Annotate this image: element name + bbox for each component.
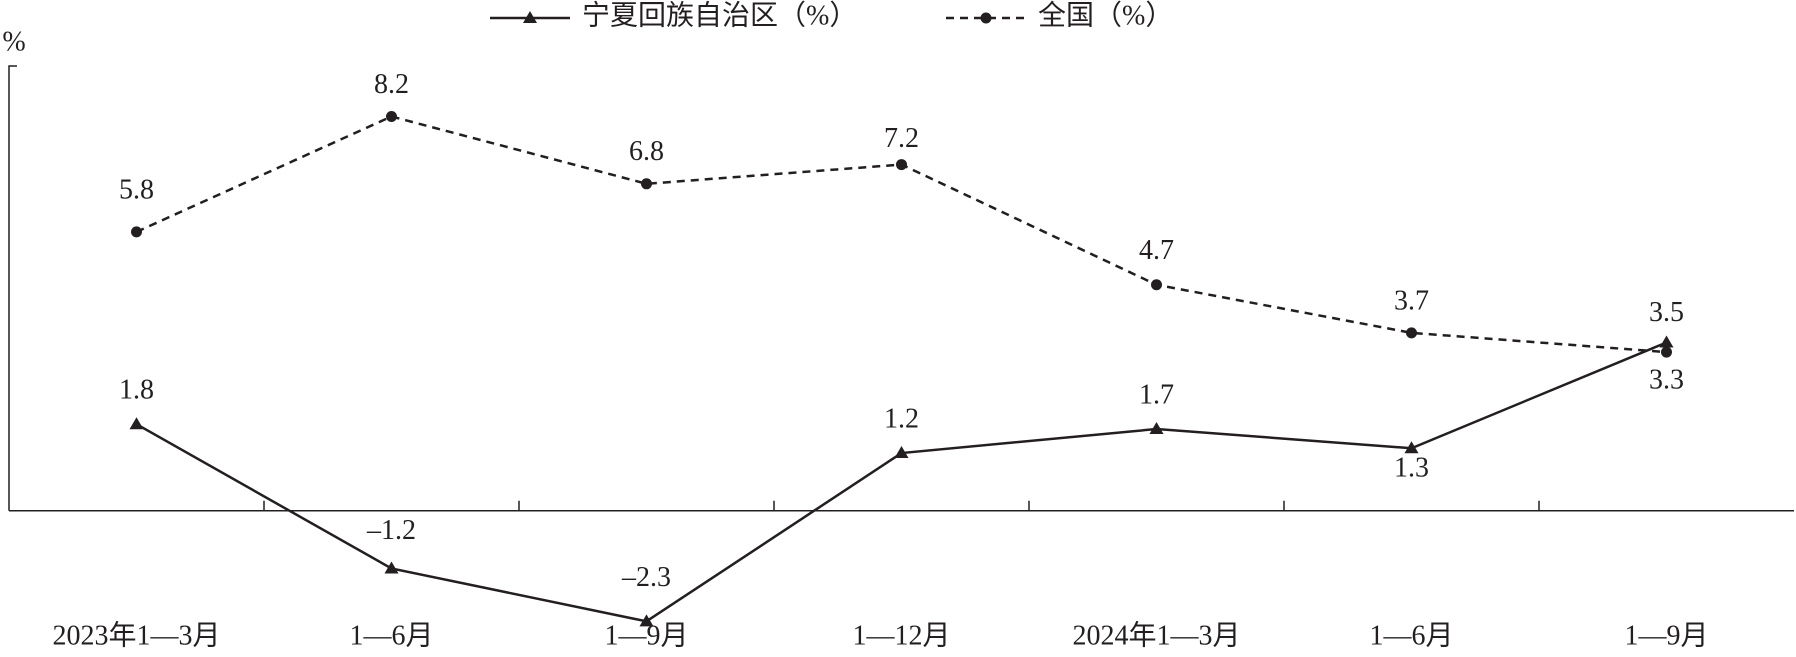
x-tick-label: 2023年1—3月 xyxy=(52,619,220,651)
point xyxy=(1151,279,1162,291)
data-label: 3.3 xyxy=(1649,365,1684,396)
point xyxy=(386,110,397,122)
point xyxy=(131,226,142,238)
x-tick-label: 1—12月 xyxy=(852,620,950,651)
data-label: 1.2 xyxy=(884,403,919,434)
legend-marker xyxy=(980,12,992,24)
data-label: 3.5 xyxy=(1649,297,1684,328)
point xyxy=(896,159,907,171)
x-tick-label: 1—9月 xyxy=(1624,620,1708,651)
data-label: 4.7 xyxy=(1139,235,1174,266)
data-label: 5.8 xyxy=(119,174,154,205)
y-axis xyxy=(8,65,17,511)
point xyxy=(641,178,652,190)
data-label: –1.2 xyxy=(366,515,416,546)
point xyxy=(1404,441,1419,454)
point xyxy=(1406,327,1417,339)
data-label: –2.3 xyxy=(621,562,671,593)
data-label: 8.2 xyxy=(374,69,409,100)
point xyxy=(894,446,909,459)
data-label: 7.2 xyxy=(884,123,919,154)
data-label: 6.8 xyxy=(629,136,664,167)
legend-label: 全国（%） xyxy=(1038,0,1173,31)
series-line xyxy=(135,341,1667,623)
point xyxy=(1661,346,1672,358)
point xyxy=(1149,422,1164,435)
x-tick-label: 2024年1—3月 xyxy=(1072,619,1240,651)
point xyxy=(1659,335,1674,348)
y-axis-unit: % xyxy=(2,26,25,57)
legend-label: 宁夏回族自治区（%） xyxy=(582,0,857,31)
data-label: 1.8 xyxy=(119,375,154,406)
point xyxy=(129,417,144,430)
x-tick-label: 1—6月 xyxy=(349,620,433,651)
point xyxy=(384,561,399,574)
data-label: 3.7 xyxy=(1394,285,1429,316)
x-tick-label: 1—6月 xyxy=(1369,620,1453,651)
legend-marker xyxy=(523,11,537,23)
data-label: 1.7 xyxy=(1139,379,1174,410)
point xyxy=(639,614,654,627)
data-label: 1.3 xyxy=(1394,453,1429,484)
